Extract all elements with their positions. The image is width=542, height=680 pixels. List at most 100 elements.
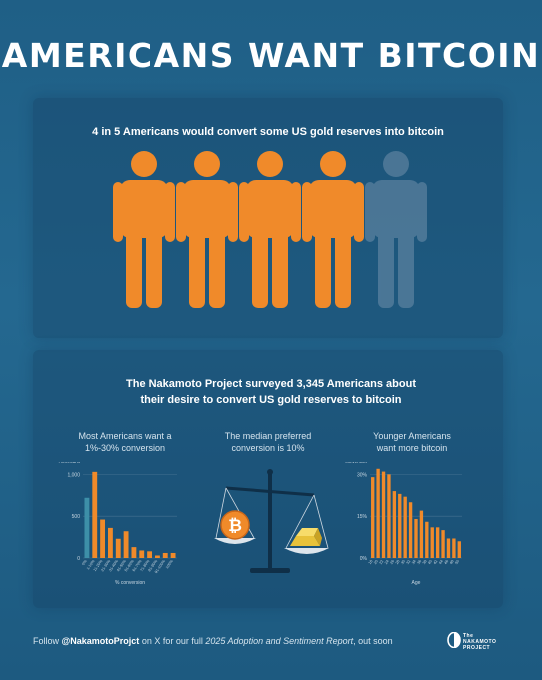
logo-line1: The	[463, 633, 474, 639]
bar	[430, 527, 434, 558]
x-tick-label: 18	[368, 559, 374, 565]
bar	[441, 530, 445, 558]
left-chart-caption: Most Americans want a 1%-30% conversion	[55, 430, 195, 454]
bar	[107, 527, 113, 558]
bar	[376, 468, 380, 558]
bar	[371, 477, 375, 558]
y-tick-label: 0%	[360, 556, 368, 562]
x-tick-label: 41-50%	[116, 559, 127, 573]
x-tick-label: 100%	[165, 559, 174, 570]
right-chart-caption: Younger Americans want more bitcoin	[342, 430, 482, 454]
bar	[403, 496, 407, 558]
x-tick-label: 61-70%	[132, 559, 143, 573]
bar	[115, 538, 121, 558]
logo-text: The NAKAMOTO PROJECT	[463, 633, 496, 651]
x-tick-label: 42	[433, 559, 439, 565]
y-tick-label: 15%	[357, 514, 368, 520]
bar	[100, 519, 106, 558]
left-caption-line2: 1%-30% conversion	[84, 443, 166, 453]
bar	[419, 510, 424, 558]
bar	[435, 527, 440, 558]
bar	[452, 538, 456, 558]
survey-intro: The Nakamoto Project surveyed 3,345 Amer…	[60, 376, 482, 408]
bar	[123, 531, 129, 558]
y-axis-label: Americans	[59, 462, 81, 464]
scale-post	[268, 472, 272, 572]
x-tick-label: 22	[379, 559, 385, 565]
scale-string-right-a	[285, 494, 315, 549]
scale-string-left-a	[215, 487, 227, 539]
right-caption-line2: want more bitcoin	[376, 443, 448, 453]
x-tick-label: 51-60%	[124, 559, 135, 573]
middle-caption: The median preferred conversion is 10%	[198, 430, 338, 454]
person-icon-highlighted	[239, 151, 301, 308]
logo-line3: PROJECT	[463, 645, 491, 651]
x-tick-label: 28	[395, 559, 401, 565]
x-tick-label: 46	[444, 559, 450, 565]
bar	[147, 551, 153, 558]
bar	[398, 493, 402, 558]
people-figures	[113, 151, 427, 308]
bar	[381, 471, 386, 558]
y-tick-label: 1,000	[67, 472, 80, 478]
person-icon-highlighted	[302, 151, 364, 308]
footer-post: , out soon	[353, 636, 393, 646]
bar	[154, 555, 160, 558]
right-caption-line1: Younger Americans	[373, 431, 451, 441]
conversion-bar-chart: 1,000 500 0 Americans 0%1-10%11-20%21-30%31-…	[59, 462, 177, 586]
gold-bar-icon	[290, 528, 322, 546]
survey-intro-line2: their desire to convert US gold reserves…	[140, 394, 402, 406]
person-icon-highlighted	[176, 151, 238, 308]
bar	[131, 547, 137, 558]
x-tick-label: 71-80%	[140, 559, 151, 573]
y-tick-label: 30%	[357, 472, 368, 478]
x-tick-label: 44	[438, 559, 444, 565]
bar	[457, 541, 461, 558]
bar	[170, 552, 176, 558]
footer-handle[interactable]: @NakamotoProjct	[61, 636, 140, 646]
scale-string-right-b	[313, 494, 329, 549]
x-tick-label: 40	[427, 559, 433, 565]
x-tick-label: 50	[454, 559, 460, 565]
x-tick-label: 1-10%	[86, 559, 96, 571]
y-tick-label: 0	[77, 556, 80, 562]
x-tick-label: 26	[389, 559, 395, 565]
bitcoin-coin-icon: ₿	[220, 510, 250, 540]
left-caption-line1: Most Americans want a	[78, 431, 172, 441]
scale-pan-left	[214, 538, 256, 544]
footer-mid: on X for our full	[139, 636, 206, 646]
x-axis-label: % conversion	[115, 580, 145, 586]
x-tick-label: 36	[417, 559, 423, 565]
x-tick-label: 11-20%	[93, 559, 104, 572]
x-tick-label: 38	[422, 559, 428, 565]
footer-pre: Follow	[33, 636, 62, 646]
x-axis-label: Age	[412, 580, 421, 586]
survey-intro-line1: The Nakamoto Project surveyed 3,345 Amer…	[126, 378, 416, 390]
x-tick-label: 21-30%	[100, 559, 111, 573]
x-tick-label: 20	[373, 559, 379, 565]
middle-caption-line2: conversion is 10%	[231, 443, 305, 453]
scale-base	[250, 568, 290, 573]
logo-mark-icon	[447, 632, 461, 648]
x-tick-label: 24	[384, 559, 390, 565]
middle-caption-line1: The median preferred	[224, 431, 312, 441]
logo-line2: NAKAMOTO	[463, 639, 497, 645]
bar	[414, 518, 418, 558]
bar	[162, 552, 168, 558]
bar	[392, 491, 397, 558]
person-icon-dim	[365, 151, 427, 308]
bar	[425, 521, 429, 558]
age-bar-chart: 30% 15% 0% conversion 1820222426283032343638…	[345, 462, 462, 586]
bar	[92, 471, 98, 558]
scale-beam	[225, 486, 315, 497]
person-icon-highlighted	[113, 151, 175, 308]
footer-report: 2025 Adoption and Sentiment Report	[205, 636, 354, 646]
x-tick-label: 32	[406, 559, 412, 565]
x-tick-label: 48	[449, 559, 455, 565]
svg-text:₿: ₿	[228, 516, 242, 535]
bar	[139, 550, 145, 558]
scale-pan-right	[284, 548, 329, 554]
x-tick-label: 34	[411, 559, 417, 565]
footer: Follow @NakamotoProjct on X for our full…	[33, 636, 393, 646]
balance-scale-icon: ₿	[214, 469, 329, 573]
